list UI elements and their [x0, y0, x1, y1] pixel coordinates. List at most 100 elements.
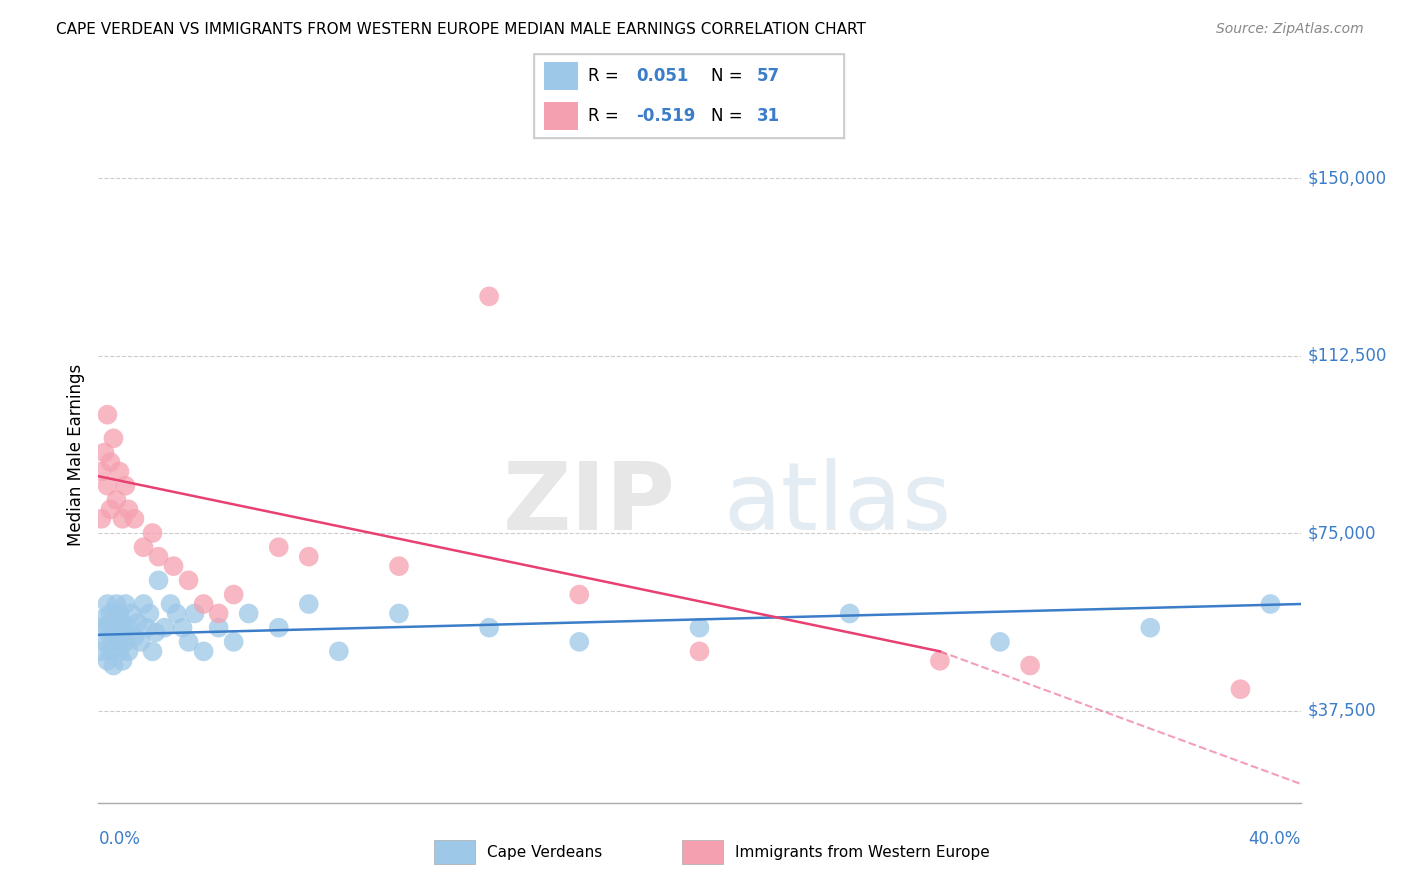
Text: CAPE VERDEAN VS IMMIGRANTS FROM WESTERN EUROPE MEDIAN MALE EARNINGS CORRELATION : CAPE VERDEAN VS IMMIGRANTS FROM WESTERN …	[56, 22, 866, 37]
FancyBboxPatch shape	[544, 62, 578, 90]
Point	[100, 644, 122, 658]
Point	[105, 492, 128, 507]
Text: $150,000: $150,000	[1308, 169, 1386, 187]
Point	[117, 502, 139, 516]
Point	[111, 654, 134, 668]
Point	[103, 625, 125, 640]
Text: 40.0%: 40.0%	[1249, 830, 1301, 847]
Point	[148, 574, 170, 588]
Point	[103, 658, 125, 673]
Point	[222, 588, 245, 602]
Point	[159, 597, 181, 611]
Point	[238, 607, 260, 621]
Point	[96, 621, 118, 635]
Point	[1260, 597, 1282, 611]
Point	[124, 630, 146, 644]
Point	[100, 455, 122, 469]
Text: atlas: atlas	[724, 458, 952, 549]
Point	[172, 621, 194, 635]
Point	[1139, 621, 1161, 635]
Point	[90, 644, 112, 658]
Point	[1229, 682, 1251, 697]
Point	[117, 621, 139, 635]
Point	[100, 502, 122, 516]
Point	[141, 526, 163, 541]
Point	[114, 635, 136, 649]
FancyBboxPatch shape	[544, 102, 578, 130]
Point	[145, 625, 167, 640]
Point	[103, 431, 125, 445]
Text: N =: N =	[710, 107, 748, 125]
Point	[124, 512, 146, 526]
Point	[1019, 658, 1042, 673]
Text: 57: 57	[756, 67, 780, 85]
Text: -0.519: -0.519	[637, 107, 696, 125]
Point	[141, 644, 163, 658]
Point	[108, 607, 131, 621]
Point	[929, 654, 952, 668]
Point	[111, 615, 134, 630]
Y-axis label: Median Male Earnings: Median Male Earnings	[66, 364, 84, 546]
Point	[208, 621, 231, 635]
Point	[162, 559, 184, 574]
Point	[90, 621, 112, 635]
Point	[127, 615, 149, 630]
Point	[193, 597, 215, 611]
Point	[838, 607, 860, 621]
Point	[105, 611, 128, 625]
Point	[688, 644, 710, 658]
Text: $37,500: $37,500	[1308, 701, 1376, 720]
Point	[138, 607, 160, 621]
Point	[93, 445, 115, 459]
Text: 31: 31	[756, 107, 780, 125]
Point	[90, 465, 112, 479]
Point	[328, 644, 350, 658]
Point	[568, 635, 591, 649]
Point	[132, 597, 155, 611]
Point	[129, 635, 152, 649]
Point	[193, 644, 215, 658]
Point	[222, 635, 245, 649]
Point	[117, 644, 139, 658]
Point	[208, 607, 231, 621]
Point	[177, 574, 200, 588]
Point	[105, 635, 128, 649]
Text: N =: N =	[710, 67, 748, 85]
Text: 0.0%: 0.0%	[98, 830, 141, 847]
Point	[90, 512, 112, 526]
Point	[388, 607, 411, 621]
Point	[298, 597, 321, 611]
Point	[96, 597, 118, 611]
Point	[688, 621, 710, 635]
Point	[108, 621, 131, 635]
Point	[988, 635, 1011, 649]
Text: Cape Verdeans: Cape Verdeans	[486, 845, 602, 860]
Point	[111, 625, 134, 640]
Point	[114, 478, 136, 492]
Point	[111, 512, 134, 526]
Point	[478, 621, 501, 635]
Point	[478, 289, 501, 303]
Point	[177, 635, 200, 649]
Text: $112,500: $112,500	[1308, 346, 1386, 365]
Point	[148, 549, 170, 564]
Point	[153, 621, 176, 635]
Point	[135, 621, 157, 635]
Point	[121, 607, 143, 621]
Point	[93, 611, 115, 625]
Point	[267, 540, 290, 554]
Point	[183, 607, 205, 621]
Point	[100, 630, 122, 644]
FancyBboxPatch shape	[433, 840, 475, 864]
Point	[100, 607, 122, 621]
Point	[93, 635, 115, 649]
Point	[388, 559, 411, 574]
Text: R =: R =	[588, 107, 624, 125]
Text: 0.051: 0.051	[637, 67, 689, 85]
Point	[267, 621, 290, 635]
Point	[298, 549, 321, 564]
Text: Source: ZipAtlas.com: Source: ZipAtlas.com	[1216, 22, 1364, 37]
Text: Immigrants from Western Europe: Immigrants from Western Europe	[735, 845, 990, 860]
Point	[105, 597, 128, 611]
Text: ZIP: ZIP	[502, 458, 675, 549]
